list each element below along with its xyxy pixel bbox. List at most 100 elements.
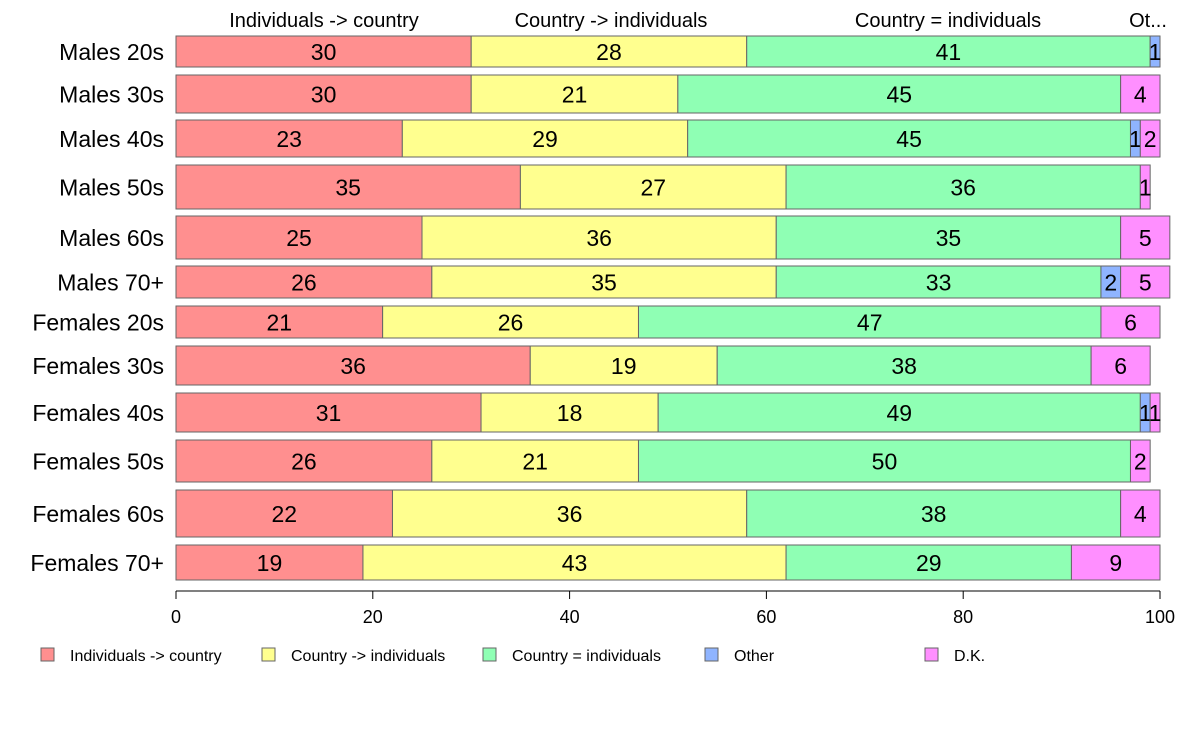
- bar-segment-individuals-country: [175, 215, 423, 260]
- bar-segment-country-individuals: [382, 305, 639, 339]
- bar-segment-d-k: [1100, 305, 1161, 339]
- top-series-label: Country -> individuals: [515, 10, 708, 32]
- bar-segment-individuals-country: [175, 265, 433, 299]
- bar-value-label: 21: [522, 448, 548, 474]
- category-label: Females 70+: [30, 550, 164, 576]
- bar-segment-d-k: [1070, 544, 1161, 581]
- legend-swatch-country-individuals: [482, 647, 497, 662]
- top-series-label: Ot...: [1129, 10, 1167, 32]
- bar-segment-country-individuals: [677, 74, 1122, 114]
- bar-segment-individuals-country: [175, 119, 403, 158]
- bar-value-label: 26: [498, 309, 524, 335]
- bar-value-label: 9: [1109, 550, 1122, 576]
- bar-segment-country-individuals: [746, 489, 1122, 538]
- top-series-label: Country = individuals: [855, 10, 1041, 32]
- bar-segment-d-k: [1120, 215, 1171, 260]
- bar-segment-country-individuals: [785, 544, 1072, 581]
- bar-segment-d-k: [1139, 164, 1151, 210]
- category-label: Males 20s: [59, 39, 164, 65]
- bar-value-label: 18: [557, 400, 583, 426]
- x-tick-label: 0: [171, 607, 181, 627]
- bar-value-label: 27: [640, 174, 666, 200]
- bar-value-label: 38: [891, 353, 917, 379]
- bar-value-label: 19: [257, 550, 283, 576]
- bar-value-label: 6: [1124, 309, 1137, 335]
- bar-segment-country-individuals: [431, 265, 777, 299]
- bar-value-label: 21: [562, 81, 588, 107]
- bar-value-label: 35: [591, 269, 617, 295]
- bar-value-label: 22: [271, 501, 297, 527]
- bar-value-label: 36: [586, 225, 612, 251]
- bar-segment-country-individuals: [657, 392, 1141, 433]
- top-series-label: Individuals -> country: [229, 10, 419, 32]
- category-label: Females 40s: [32, 400, 164, 426]
- bar-value-label: 36: [557, 501, 583, 527]
- category-label: Males 40s: [59, 126, 164, 152]
- bar-value-label: 30: [311, 39, 337, 65]
- bar-segment-individuals-country: [175, 35, 472, 68]
- category-label: Males 50s: [59, 174, 164, 200]
- bar-value-label: 28: [596, 39, 622, 65]
- bar-value-label: 6: [1114, 353, 1127, 379]
- x-tick-label: 80: [953, 607, 973, 627]
- bar-value-label: 4: [1134, 501, 1147, 527]
- bar-value-label: 33: [926, 269, 952, 295]
- bar-segment-country-individuals: [637, 439, 1131, 483]
- bar-segment-individuals-country: [175, 305, 384, 339]
- bar-segment-country-individuals: [746, 35, 1151, 68]
- bar-value-label: 1: [1139, 400, 1152, 426]
- bar-value-label: 30: [311, 81, 337, 107]
- legend-label-other: Other: [734, 648, 775, 665]
- bar-value-label: 35: [936, 225, 962, 251]
- bar-segment-individuals-country: [175, 164, 521, 210]
- bar-value-label: 47: [857, 309, 883, 335]
- bar-segment-individuals-country: [175, 345, 531, 386]
- category-label: Females 50s: [32, 448, 164, 474]
- x-tick-label: 60: [756, 607, 776, 627]
- bar-segment-country-individuals: [529, 345, 718, 386]
- bar-value-label: 23: [276, 126, 302, 152]
- bar-value-label: 35: [335, 174, 361, 200]
- bar-segment-country-individuals: [519, 164, 787, 210]
- bar-value-label: 5: [1139, 225, 1152, 251]
- bar-value-label: 2: [1144, 126, 1157, 152]
- bar-segment-d-k: [1139, 119, 1161, 158]
- bar-value-label: 25: [286, 225, 312, 251]
- bar-value-label: 1: [1129, 126, 1142, 152]
- category-label: Males 60s: [59, 225, 164, 251]
- bar-value-label: 5: [1139, 269, 1152, 295]
- bar-value-label: 38: [921, 501, 947, 527]
- legend-swatch-country-individuals: [261, 647, 276, 662]
- bar-segment-individuals-country: [175, 392, 482, 433]
- bar-segment-country-individuals: [470, 74, 679, 114]
- bar-value-label: 1: [1139, 174, 1152, 200]
- bar-value-label: 21: [267, 309, 293, 335]
- bar-value-label: 19: [611, 353, 637, 379]
- bar-segment-other: [1149, 35, 1161, 68]
- bar-value-label: 29: [916, 550, 942, 576]
- bar-segment-d-k: [1120, 265, 1171, 299]
- category-label: Males 30s: [59, 81, 164, 107]
- bar-segment-country-individuals: [431, 439, 639, 483]
- bar-segment-country-individuals: [775, 215, 1122, 260]
- legend-label-d-k: D.K.: [954, 648, 985, 665]
- bar-segment-d-k: [1149, 392, 1161, 433]
- bar-segment-d-k: [1120, 489, 1161, 538]
- bar-value-label: 45: [896, 126, 922, 152]
- bar-value-label: 43: [562, 550, 588, 576]
- bar-value-label: 29: [532, 126, 558, 152]
- category-label: Females 60s: [32, 501, 164, 527]
- bar-segment-country-individuals: [637, 305, 1102, 339]
- bar-segment-individuals-country: [175, 544, 364, 581]
- bar-segment-country-individuals: [421, 215, 777, 260]
- bar-value-label: 1: [1149, 39, 1162, 65]
- x-tick-label: 100: [1145, 607, 1175, 627]
- bar-value-label: 41: [936, 39, 962, 65]
- bar-value-label: 1: [1149, 400, 1162, 426]
- category-label: Females 30s: [32, 353, 164, 379]
- legend-swatch-other: [704, 647, 719, 662]
- bar-segment-country-individuals: [785, 164, 1141, 210]
- bar-segment-country-individuals: [687, 119, 1131, 158]
- category-label: Males 70+: [57, 269, 164, 295]
